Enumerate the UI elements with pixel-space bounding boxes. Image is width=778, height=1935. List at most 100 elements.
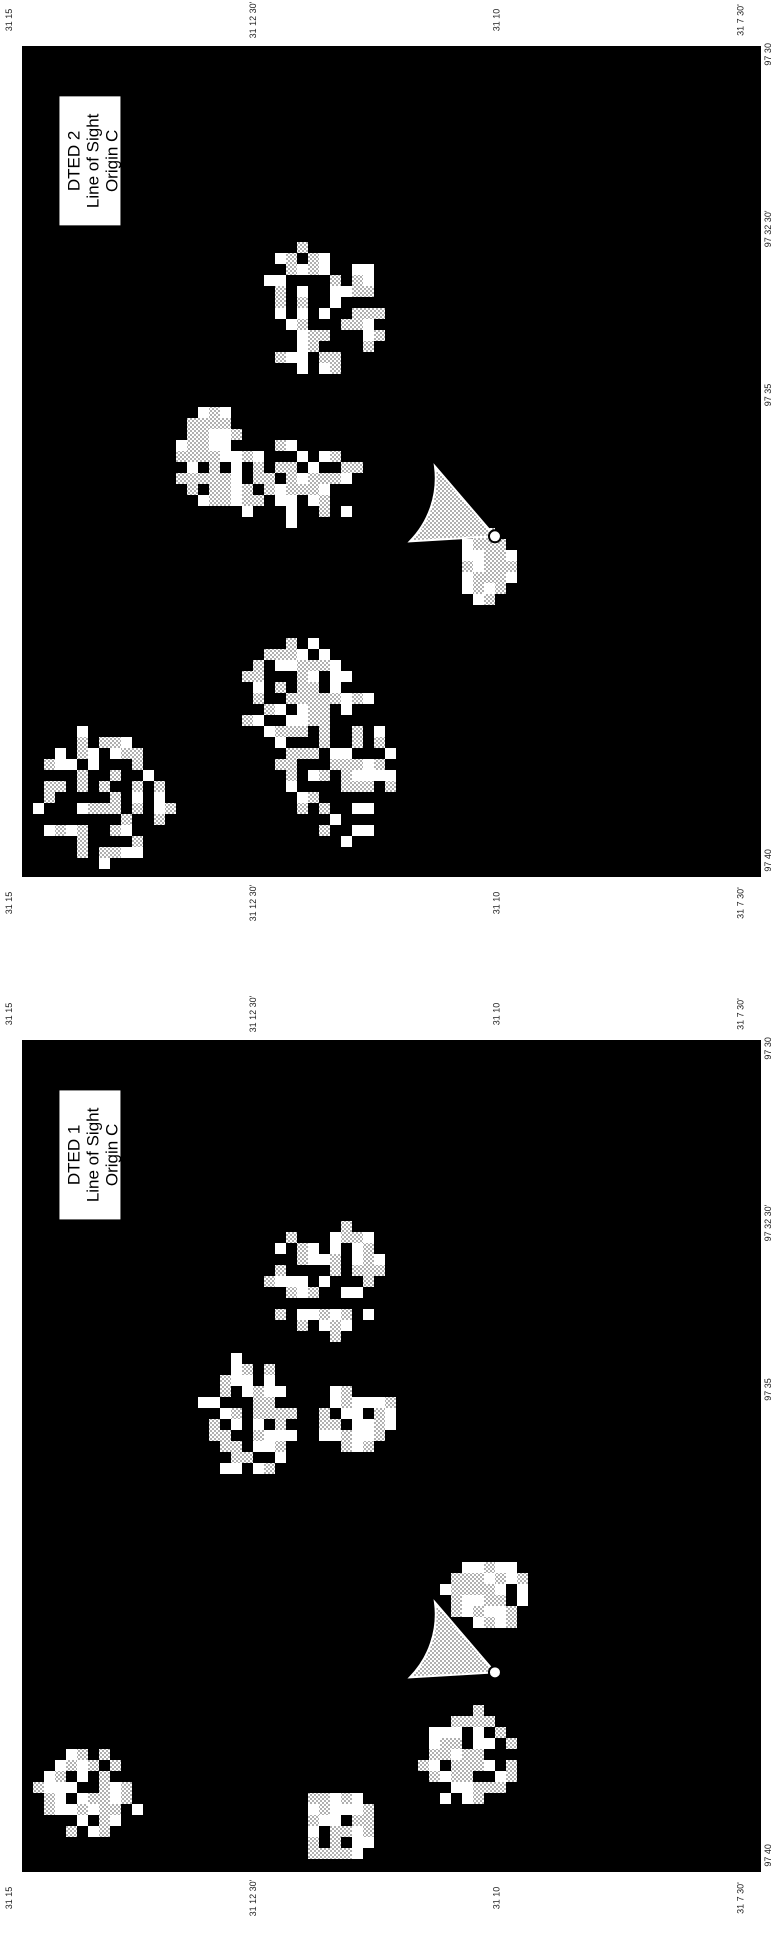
visibility-cell xyxy=(99,847,110,858)
visibility-cell xyxy=(451,1727,462,1738)
visibility-cell xyxy=(319,1804,330,1815)
visibility-cell xyxy=(110,847,121,858)
visibility-cell xyxy=(121,1782,132,1793)
visibility-cell xyxy=(440,1727,451,1738)
visibility-cell xyxy=(308,1309,319,1320)
visibility-cell xyxy=(264,1375,275,1386)
visibility-cell xyxy=(88,759,99,770)
visibility-cell xyxy=(462,539,473,550)
visibility-cell xyxy=(330,748,341,759)
visibility-cell xyxy=(385,770,396,781)
visibility-cell xyxy=(154,792,165,803)
visibility-cell xyxy=(77,726,88,737)
visibility-cell xyxy=(330,1397,341,1408)
visibility-cell xyxy=(451,1782,462,1793)
latitude-label: 31 15 xyxy=(4,9,14,32)
visibility-cell xyxy=(473,583,484,594)
visibility-cell xyxy=(110,803,121,814)
panel-label: Origin C xyxy=(102,1124,121,1186)
visibility-cell xyxy=(209,462,220,473)
visibility-cell xyxy=(55,1782,66,1793)
latitude-label: 31 7 30' xyxy=(736,4,746,36)
visibility-cell xyxy=(66,1749,77,1760)
visibility-cell xyxy=(110,1793,121,1804)
visibility-cell xyxy=(319,770,330,781)
visibility-cell xyxy=(264,649,275,660)
visibility-cell xyxy=(484,594,495,605)
visibility-cell xyxy=(55,781,66,792)
visibility-cell xyxy=(341,1309,352,1320)
visibility-cell xyxy=(495,539,506,550)
visibility-cell xyxy=(517,1573,528,1584)
visibility-cell xyxy=(110,1782,121,1793)
visibility-cell xyxy=(451,1584,462,1595)
visibility-cell xyxy=(462,1573,473,1584)
visibility-cell xyxy=(275,440,286,451)
visibility-cell xyxy=(77,836,88,847)
visibility-cell xyxy=(253,1386,264,1397)
visibility-cell xyxy=(121,847,132,858)
visibility-cell xyxy=(209,473,220,484)
visibility-cell xyxy=(132,836,143,847)
visibility-cell xyxy=(363,1309,374,1320)
visibility-cell xyxy=(99,1815,110,1826)
visibility-cell xyxy=(341,1221,352,1232)
visibility-cell xyxy=(242,1452,253,1463)
visibility-cell xyxy=(308,484,319,495)
visibility-cell xyxy=(330,1848,341,1859)
visibility-cell xyxy=(352,1408,363,1419)
visibility-cell xyxy=(319,825,330,836)
visibility-cell xyxy=(330,1320,341,1331)
visibility-cell xyxy=(462,1749,473,1760)
visibility-cell xyxy=(286,352,297,363)
visibility-cell xyxy=(506,1771,517,1782)
visibility-cell xyxy=(297,726,308,737)
visibility-cell xyxy=(363,264,374,275)
visibility-cell xyxy=(330,1815,341,1826)
visibility-cell xyxy=(275,1452,286,1463)
visibility-cell xyxy=(308,1848,319,1859)
visibility-cell xyxy=(275,1243,286,1254)
visibility-cell xyxy=(121,1793,132,1804)
visibility-cell xyxy=(286,649,297,660)
visibility-cell xyxy=(308,1243,319,1254)
panel-label: DTED 1 xyxy=(64,1125,83,1185)
visibility-cell xyxy=(66,1804,77,1815)
visibility-cell xyxy=(99,737,110,748)
visibility-cell xyxy=(319,1848,330,1859)
visibility-cell xyxy=(363,1265,374,1276)
visibility-cell xyxy=(473,1749,484,1760)
visibility-cell xyxy=(341,1430,352,1441)
visibility-cell xyxy=(352,308,363,319)
visibility-cell xyxy=(297,473,308,484)
visibility-cell xyxy=(231,1353,242,1364)
visibility-cell xyxy=(220,1386,231,1397)
visibility-cell xyxy=(473,539,484,550)
visibility-cell xyxy=(319,737,330,748)
visibility-cell xyxy=(297,792,308,803)
visibility-cell xyxy=(209,1397,220,1408)
visibility-cell xyxy=(440,1749,451,1760)
visibility-cell xyxy=(506,1606,517,1617)
visibility-cell xyxy=(308,704,319,715)
visibility-cell xyxy=(110,737,121,748)
visibility-cell xyxy=(352,1419,363,1430)
visibility-cell xyxy=(363,319,374,330)
visibility-cell xyxy=(77,803,88,814)
visibility-cell xyxy=(220,1375,231,1386)
visibility-cell xyxy=(264,484,275,495)
visibility-cell xyxy=(66,759,77,770)
visibility-cell xyxy=(308,1815,319,1826)
visibility-cell xyxy=(341,748,352,759)
visibility-cell xyxy=(341,693,352,704)
visibility-cell xyxy=(297,803,308,814)
visibility-cell xyxy=(132,781,143,792)
visibility-cell xyxy=(352,1837,363,1848)
latitude-label: 31 10 xyxy=(492,1003,502,1026)
visibility-cell xyxy=(341,1408,352,1419)
visibility-cell xyxy=(264,473,275,484)
visibility-cell xyxy=(121,825,132,836)
visibility-cell xyxy=(275,682,286,693)
visibility-cell xyxy=(352,1815,363,1826)
visibility-cell xyxy=(253,473,264,484)
